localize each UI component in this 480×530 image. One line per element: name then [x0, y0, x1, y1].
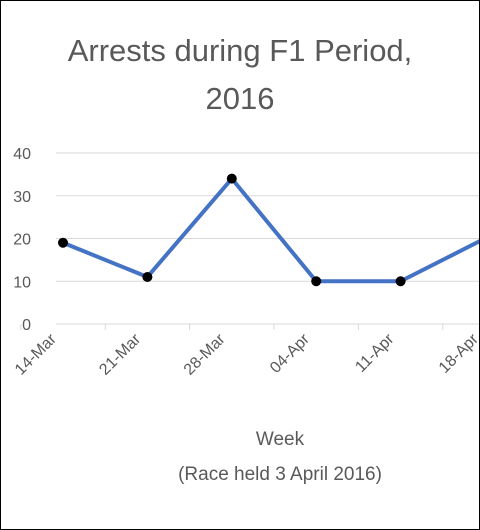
x-axis-title: Week	[255, 429, 305, 450]
x-tick-label: 28-Mar	[181, 330, 229, 378]
chart-title-line-1: Arrests during F1 Period,	[67, 33, 413, 68]
data-point	[226, 173, 237, 184]
x-axis-note: (Race held 3 April 2016)	[178, 464, 382, 485]
x-tick-label: 14-Mar	[12, 330, 60, 378]
chart-title-line-2: 2016	[205, 81, 275, 116]
data-point	[311, 276, 322, 287]
y-tick-label: 40	[13, 146, 31, 163]
data-point	[58, 237, 68, 248]
data-point	[395, 276, 406, 287]
x-tick-label: 11-Apr	[352, 330, 398, 376]
y-tick-label: 20	[13, 232, 31, 249]
x-tick-label: 21-Mar	[96, 330, 144, 378]
y-tick-label: 10	[13, 274, 31, 291]
series-line	[62, 176, 479, 284]
data-point	[142, 271, 153, 282]
y-tick-label: 30	[13, 189, 31, 206]
chart-title: Arrests during F1 Period, 2016	[1, 27, 479, 123]
x-tick-label: 18-Apr	[436, 330, 479, 376]
x-tick-label: 04-Apr	[267, 330, 313, 376]
y-tick-label: 0	[22, 317, 31, 334]
